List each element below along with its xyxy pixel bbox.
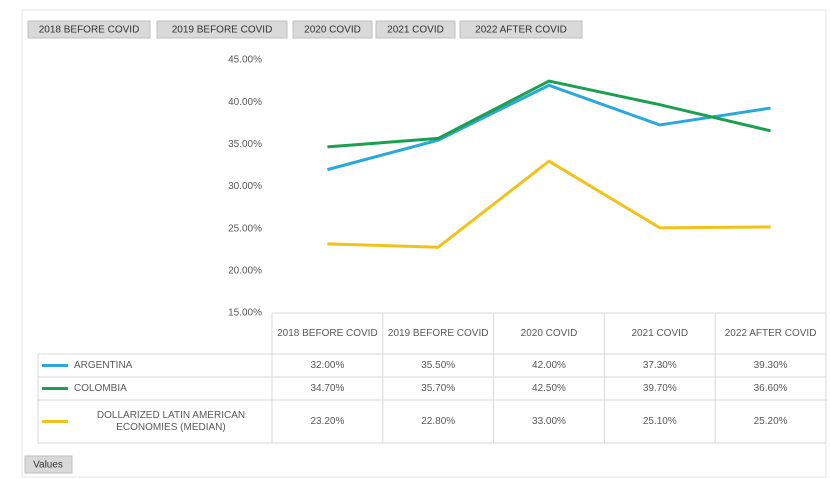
value-label-box: 25.10%	[642, 415, 677, 427]
category-label: 2018 BEFORE COVID	[277, 327, 378, 339]
field-button[interactable]	[459, 20, 583, 39]
values-button[interactable]	[24, 455, 73, 474]
category-label-box: 2022 AFTER COVID	[724, 327, 817, 339]
value-label: 25.10%	[642, 415, 677, 427]
value-label: 25.20%	[753, 415, 788, 427]
value-label: 42.00%	[532, 359, 566, 371]
y-tick-label: 35.00%	[228, 139, 262, 150]
category-label-box: 2019 BEFORE COVID	[387, 327, 489, 339]
series-line	[327, 79, 771, 149]
field-button[interactable]	[27, 20, 151, 39]
category-label: 2022 AFTER COVID	[724, 327, 817, 339]
value-label-box: 36.60%	[753, 382, 788, 394]
value-label-box: 42.00%	[532, 359, 566, 371]
field-button[interactable]	[292, 20, 373, 39]
y-tick-label: 20.00%	[228, 265, 262, 276]
value-label: 39.30%	[753, 359, 788, 371]
field-button[interactable]	[375, 20, 456, 39]
value-label: 35.50%	[421, 359, 456, 371]
value-label-box: 33.00%	[532, 415, 566, 427]
y-tick-label: 25.00%	[228, 223, 262, 234]
value-label-box: 32.00%	[310, 359, 345, 371]
values-button-label: Values	[33, 460, 63, 471]
field-button-label: 2021 COVID	[387, 25, 444, 36]
value-label: 37.30%	[642, 359, 677, 371]
y-tick-label: 45.00%	[228, 55, 262, 66]
value-label: 36.60%	[753, 382, 788, 394]
value-label-box: 23.20%	[310, 415, 345, 427]
value-label: 35.70%	[421, 382, 456, 394]
category-label: 2020 COVID	[520, 327, 578, 339]
value-label-box: 39.30%	[753, 359, 788, 371]
value-label-box: 35.70%	[421, 382, 456, 394]
value-label: 34.70%	[310, 382, 345, 394]
value-label-box: 22.80%	[421, 415, 456, 427]
legend-label-box: COLOMBIA	[74, 382, 127, 394]
legend-label: COLOMBIA	[74, 382, 127, 394]
value-label: 32.00%	[310, 359, 345, 371]
field-button-label: 2018 BEFORE COVID	[39, 25, 140, 36]
category-label: 2019 BEFORE COVID	[387, 327, 489, 339]
y-tick-label: 30.00%	[228, 181, 262, 192]
field-button[interactable]	[156, 20, 288, 39]
category-label-box: 2021 COVID	[631, 327, 689, 339]
legend-label: ARGENTINA	[74, 359, 133, 371]
legend-label-box: ARGENTINA	[74, 359, 133, 371]
field-button-label: 2020 COVID	[304, 25, 361, 36]
y-tick-label: 15.00%	[228, 308, 262, 319]
value-label: 39.70%	[642, 382, 677, 394]
chart-frame	[21, 9, 827, 478]
legend-label: DOLLARIZED LATIN AMERICAN ECONOMIES (MED…	[96, 409, 246, 433]
value-label-box: 42.50%	[532, 382, 566, 394]
category-label-box: 2018 BEFORE COVID	[277, 327, 378, 339]
value-label-box: 39.70%	[642, 382, 677, 394]
value-label-box: 34.70%	[310, 382, 345, 394]
y-tick-label: 40.00%	[228, 97, 262, 108]
series-line	[327, 83, 771, 172]
category-label: 2021 COVID	[631, 327, 689, 339]
value-label-box: 25.20%	[753, 415, 788, 427]
legend-label-box: DOLLARIZED LATIN AMERICAN ECONOMIES (MED…	[96, 409, 246, 433]
series-line	[327, 159, 771, 249]
category-label-box: 2020 COVID	[520, 327, 578, 339]
value-label: 42.50%	[532, 382, 566, 394]
value-label: 23.20%	[310, 415, 345, 427]
field-button-label: 2019 BEFORE COVID	[172, 25, 273, 36]
value-label: 22.80%	[421, 415, 456, 427]
field-button-label: 2022 AFTER COVID	[475, 25, 567, 36]
value-label-box: 37.30%	[642, 359, 677, 371]
value-label-box: 35.50%	[421, 359, 456, 371]
value-label: 33.00%	[532, 415, 566, 427]
